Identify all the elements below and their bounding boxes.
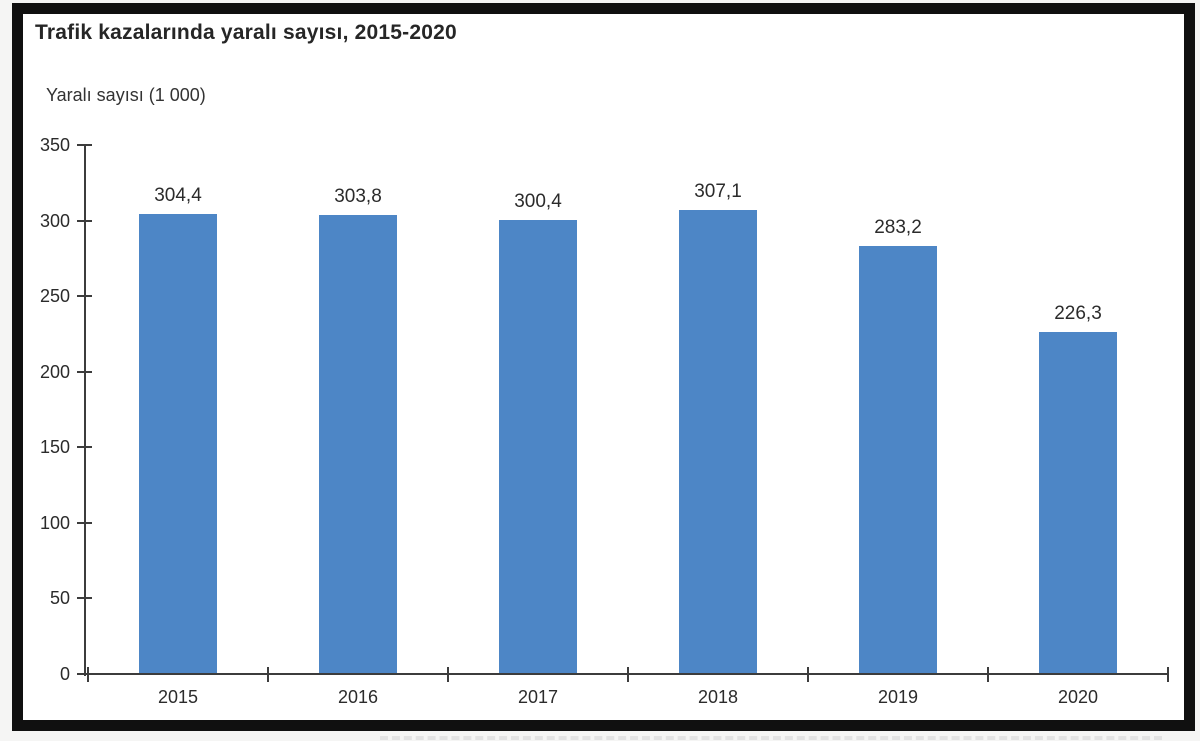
x-tick [267,667,269,682]
y-tick [77,370,92,373]
bar-value-label: 226,3 [1054,303,1102,324]
y-tick-label: 150 [39,437,70,458]
y-tick-label: 250 [39,286,70,307]
bar [499,220,577,673]
y-tick [77,295,92,298]
bottom-dashed-artifact [380,736,1162,740]
x-axis-label: 2015 [157,687,199,707]
bar [1039,332,1117,673]
x-tick [807,667,809,682]
x-axis-label: 2018 [697,687,739,707]
y-tick-label: 0 [59,664,70,684]
y-tick-label: 300 [39,210,70,231]
x-tick [1167,667,1169,682]
bar [139,214,217,673]
x-axis-line [84,673,1168,675]
bar [319,215,397,673]
bar-value-label: 303,8 [334,186,382,207]
y-tick [77,219,92,222]
bar-value-label: 300,4 [514,191,562,212]
y-tick [77,144,92,146]
bar [859,246,937,673]
bar [679,210,757,673]
y-tick-label: 200 [39,361,70,382]
chart-title: Trafik kazalarında yaralı sayısı, 2015-2… [35,21,457,44]
x-axis-label: 2016 [337,687,379,707]
bar-value-label: 283,2 [874,217,922,238]
x-axis-label: 2017 [517,687,559,707]
bar-value-label: 307,1 [694,181,742,202]
y-tick [77,597,92,600]
x-axis-label: 2019 [877,687,919,707]
y-tick [77,673,92,675]
x-tick [87,667,89,682]
y-tick-label: 100 [39,512,70,533]
y-axis-unit-label: Yaralı sayısı (1 000) [46,85,206,105]
y-axis-line [84,145,86,676]
x-tick [987,667,989,682]
x-tick [627,667,629,682]
x-tick [447,667,449,682]
y-tick [77,446,92,449]
x-axis-label: 2020 [1057,687,1099,707]
y-tick-label: 50 [49,588,70,609]
y-tick-label: 350 [39,135,70,155]
bar-value-label: 304,4 [154,185,202,206]
y-tick [77,521,92,524]
